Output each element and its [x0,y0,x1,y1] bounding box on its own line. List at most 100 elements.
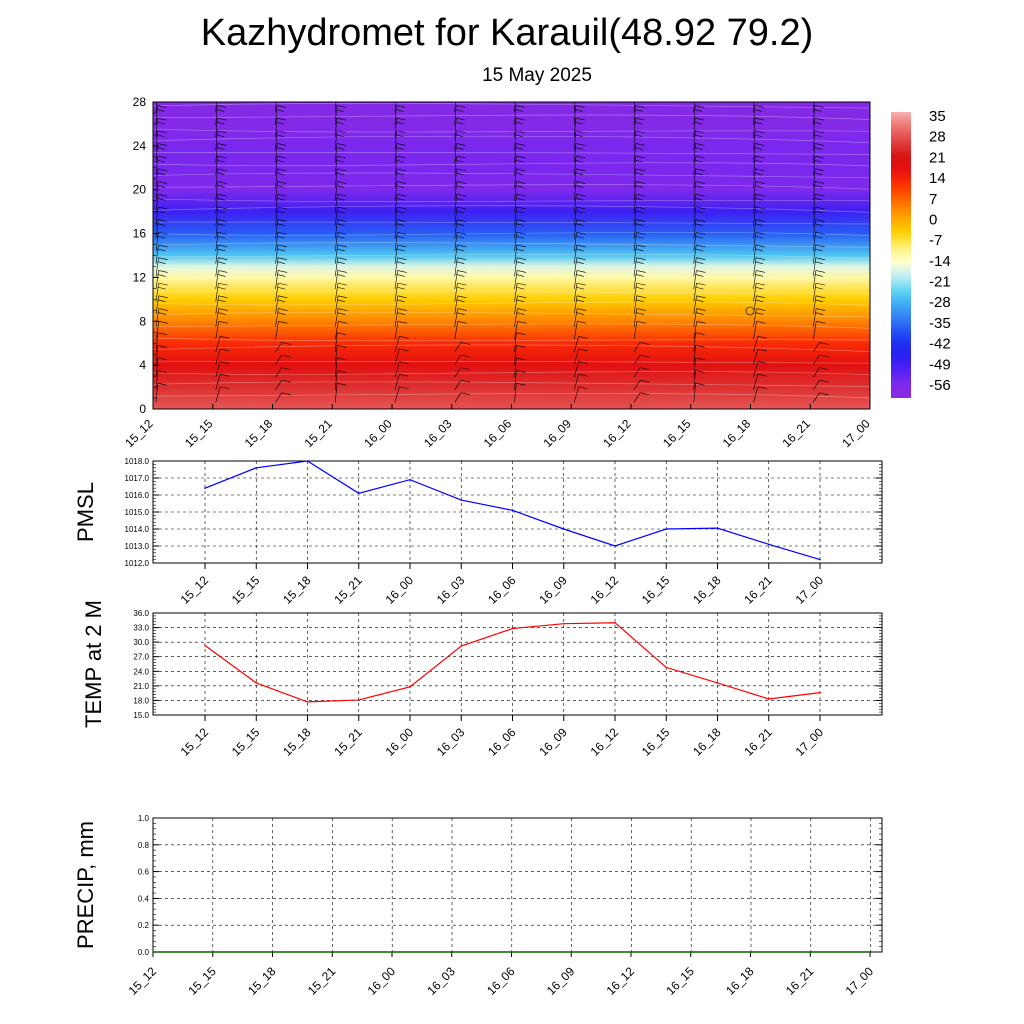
wind-barb-flag [636,257,646,260]
wind-barb-flag [336,197,345,201]
wind-barb-flag [634,97,642,99]
wind-barb-flag [515,261,525,264]
wind-barb-flag [337,257,347,260]
wind-barb-flag [396,248,405,252]
wind-barb-flag [516,244,526,248]
wind-barb [693,105,696,126]
wind-barb-flag [574,134,583,138]
wind-barb [215,361,221,378]
wind-barb [215,295,219,315]
wind-barb-flag [636,219,646,222]
x-tick-label: 15_21 [331,573,365,607]
wind-barb-flag [515,210,524,214]
wind-barb-flag [158,308,168,311]
wind-barb [812,105,815,126]
wind-barb [753,181,756,201]
wind-barb-flag [337,193,347,197]
wind-barb-flag [516,257,527,260]
wind-barb [812,130,816,151]
wind-barb-flag [695,130,705,134]
wind-barb [812,194,816,214]
wind-barb [753,143,756,163]
wind-barb [155,118,158,138]
data-point [409,686,411,688]
wind-barb-flag [576,270,586,273]
wind-barb-flag [397,244,407,248]
wind-barb-flag [874,249,882,251]
wind-barb [514,102,516,113]
x-tick-label: 16_21 [741,573,775,607]
wind-barb [454,168,457,189]
wind-barb [873,93,874,113]
wind-barb-flag [157,248,166,252]
wind-barb [633,130,636,151]
wind-barb-flag [576,231,586,235]
wind-barb-flag [516,155,526,159]
x-tick-label: 16_15 [660,416,694,450]
wind-barb-flag [754,210,763,214]
wind-barb-flag [156,121,165,125]
wind-barb-flag [875,131,884,133]
wind-barb-flag [277,181,287,184]
wind-barb-flag [754,105,764,108]
wind-barb-flag [754,172,763,176]
wind-barb [514,321,518,340]
colorbar: 35 28 21 14 7 0 -7 -14 -21 -28 -35 -42 -49 -56 [891,108,951,398]
wind-barb-flag [157,117,167,121]
wind-barb-flag [754,248,764,252]
wind-barb-flag [277,206,287,210]
wind-barb-flag [281,379,291,383]
wind-barb [275,130,278,151]
wind-barb-flag [157,155,167,159]
wind-barb-flag [814,97,822,99]
wind-barb-flag [218,308,228,311]
wind-barb [753,232,757,252]
colorbar-label: -56 [929,377,951,394]
wind-barb-flag [336,155,347,159]
wind-barb-flag [876,258,885,260]
wind-barb-flag [276,147,285,150]
wind-barb-flag [694,97,702,99]
wind-barb-flag [875,232,884,234]
wind-barb-flag [754,261,764,264]
wind-barb-flag [220,348,230,352]
wind-barb [633,102,635,113]
wind-barb-flag [276,105,286,108]
wind-barb-flag [695,155,705,159]
wind-barb [753,374,759,390]
wind-barb [155,206,159,226]
wind-barb [514,206,517,226]
wind-barb [454,308,458,327]
wind-barb-flag [278,295,288,299]
wind-barb-flag [281,354,291,358]
wind-barb-flag [515,147,524,150]
wind-barb [215,308,219,327]
isotherm [153,337,870,342]
wind-barb-flag [516,231,526,235]
wind-barb-flag [395,147,404,150]
wind-barb-flag [216,159,225,163]
wind-barb-flag [514,134,524,138]
wind-barb-flag [456,206,466,210]
wind-barb [573,270,578,289]
isotherm [153,184,870,190]
wind-barb [514,168,517,189]
wind-barb-flag [335,134,344,138]
wind-barb [454,270,458,289]
y-tick-label: 24 [133,139,147,153]
wind-barb-flag [515,185,524,188]
wind-barb-flag [517,308,527,311]
wind-barb-flag [276,97,284,99]
wind-barb-flag [576,312,585,315]
wind-barb-flag [874,185,882,187]
wind-barb [394,118,397,138]
isotherm [153,301,870,306]
wind-barb [275,143,278,163]
wind-barb-flag [576,295,587,299]
wind-barb-flag [753,109,762,112]
wind-barb-flag [575,117,585,121]
wind-barb-flag [277,286,286,290]
wind-barb-flag [755,231,765,235]
wind-barb [394,194,398,214]
isotherm [153,198,870,202]
